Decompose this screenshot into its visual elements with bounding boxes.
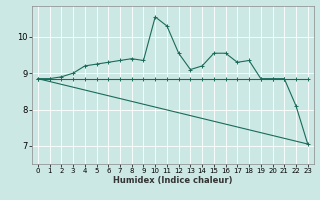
- X-axis label: Humidex (Indice chaleur): Humidex (Indice chaleur): [113, 176, 233, 185]
